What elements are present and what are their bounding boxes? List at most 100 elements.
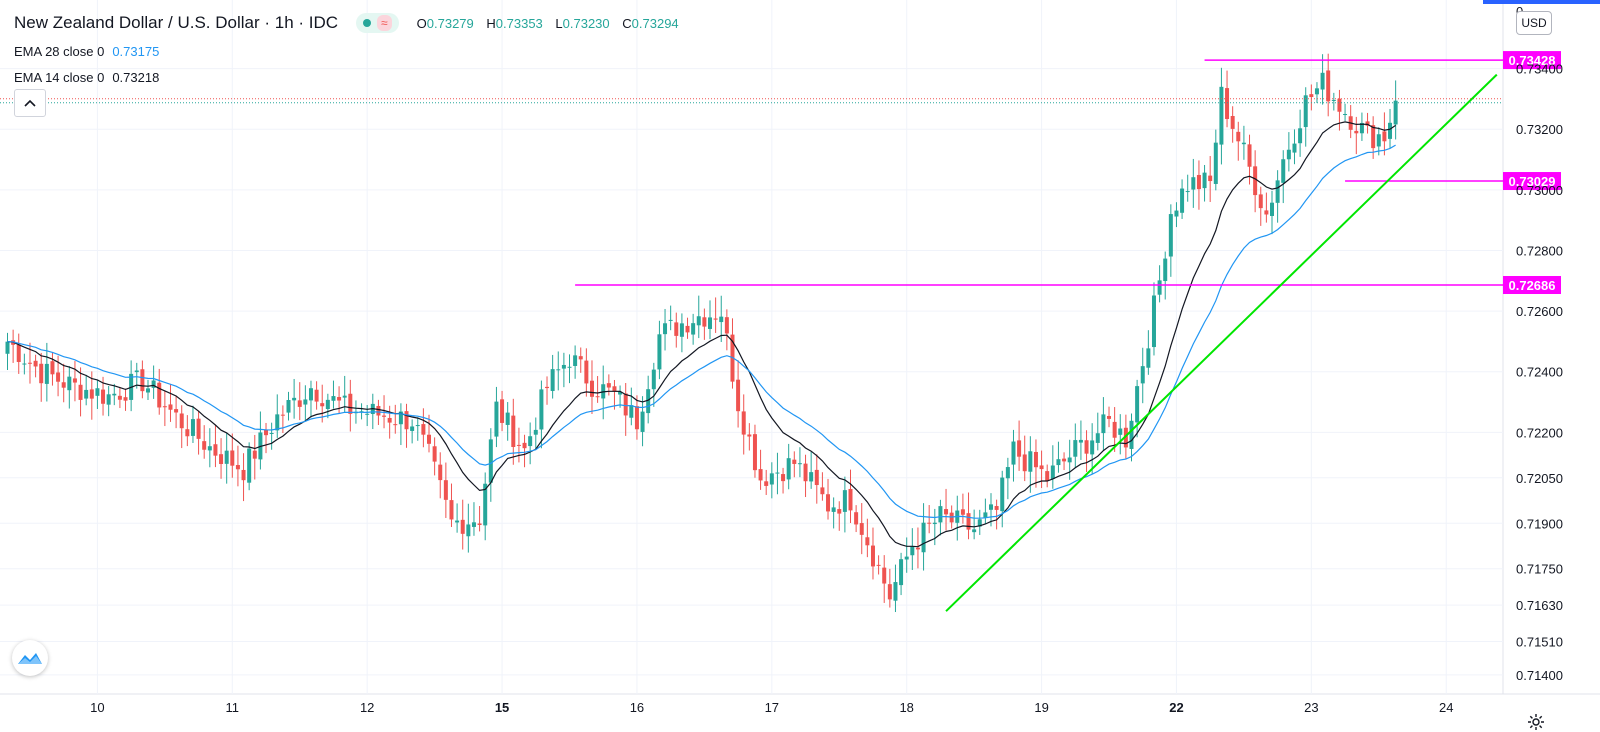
candle <box>730 318 735 389</box>
candle <box>202 425 207 459</box>
candle-body <box>1376 134 1381 147</box>
candle-body <box>848 488 853 511</box>
candle-body <box>151 380 156 388</box>
candle-body <box>972 529 977 533</box>
candle <box>713 297 718 333</box>
symbol-title[interactable]: New Zealand Dollar / U.S. Dollar · 1h · … <box>14 13 339 32</box>
candle-body <box>213 444 218 456</box>
high-value: 0.73353 <box>495 15 543 31</box>
candle <box>1292 129 1297 165</box>
candle-body <box>758 469 763 481</box>
candle <box>870 527 875 580</box>
candle-body <box>781 474 786 482</box>
candle <box>1343 103 1348 122</box>
candle <box>106 385 111 417</box>
candle <box>1236 121 1241 161</box>
candle <box>95 380 100 409</box>
symbol-row: New Zealand Dollar / U.S. Dollar · 1h · … <box>14 8 688 38</box>
candle-body <box>421 424 426 435</box>
candle-body <box>382 415 387 417</box>
candle <box>174 395 179 429</box>
candle <box>792 451 797 478</box>
candle <box>1320 54 1325 105</box>
candle-body <box>618 391 623 395</box>
candle <box>359 403 364 420</box>
candle <box>252 434 257 480</box>
candle <box>1045 464 1050 488</box>
candle-body <box>882 567 887 584</box>
candle-body <box>140 369 145 392</box>
y-tick-label: 0.71510 <box>1516 634 1563 649</box>
candle-body <box>1168 214 1173 257</box>
candle <box>545 376 550 405</box>
candle-body <box>1135 386 1140 423</box>
candle-body <box>1320 72 1325 90</box>
candle <box>550 354 555 399</box>
y-tick-label: 0.72050 <box>1516 471 1563 486</box>
drawings[interactable]: 0.73428 0.73029 0.72686 <box>0 51 1561 612</box>
candle-body <box>859 523 864 535</box>
candle-body <box>657 334 662 370</box>
candle-body <box>1157 280 1162 295</box>
candle-body <box>1281 159 1286 183</box>
candle <box>235 445 240 487</box>
candle-body <box>1185 191 1190 193</box>
candle <box>72 360 77 402</box>
candle <box>1050 445 1055 489</box>
candle <box>162 390 167 427</box>
y-tick-label: 0.71750 <box>1516 562 1563 577</box>
candle-body <box>78 384 83 400</box>
time-axis[interactable]: 10 11 12 15 16 17 18 19 22 23 24 <box>90 700 1453 715</box>
market-status-pill[interactable]: ≈ <box>356 13 399 33</box>
candle <box>1354 116 1359 155</box>
candle <box>398 403 403 446</box>
candle <box>61 363 66 403</box>
candle <box>134 362 139 389</box>
candle <box>179 405 184 449</box>
indicator-row-ema14[interactable]: EMA 14 close 0 0.73218 <box>14 64 688 90</box>
collapse-legend-button[interactable] <box>14 89 46 117</box>
candle-body <box>72 378 77 383</box>
candle-body <box>865 537 870 546</box>
tradingview-logo-button[interactable] <box>12 640 48 676</box>
candle <box>528 422 533 465</box>
candle-body <box>1236 131 1241 142</box>
currency-badge[interactable]: USD <box>1516 11 1552 35</box>
candle-body <box>668 319 673 321</box>
trendline <box>945 73 1498 612</box>
candle <box>1118 414 1123 455</box>
candle-body <box>696 316 701 326</box>
candle-body <box>1045 471 1050 481</box>
candle <box>1062 452 1067 471</box>
candle <box>921 503 926 571</box>
high-label: H <box>486 15 496 31</box>
candle <box>1303 87 1308 147</box>
candle-body <box>797 463 802 465</box>
candle-body <box>95 388 100 396</box>
candle <box>477 505 482 532</box>
candle-body <box>286 400 291 413</box>
candle-body <box>1056 459 1061 466</box>
candle-body <box>314 389 319 402</box>
chart-settings-button[interactable] <box>1526 712 1546 732</box>
candle-body <box>1292 143 1297 153</box>
candle <box>1073 423 1078 469</box>
candle-body <box>5 341 10 354</box>
candle <box>1168 204 1173 277</box>
candle <box>1163 251 1168 300</box>
candle-body <box>1359 122 1364 134</box>
candle <box>1326 53 1331 117</box>
price-axis[interactable]: 0.73400 0.73200 0.73000 0.72800 0.72600 0.724… <box>1516 4 1563 683</box>
candle <box>415 417 420 441</box>
candle <box>5 332 10 371</box>
data-wave-icon: ≈ <box>377 15 392 31</box>
candle <box>494 386 499 448</box>
candle <box>1348 105 1353 139</box>
x-tick-label: 10 <box>90 700 104 715</box>
candle <box>674 312 679 348</box>
candle <box>1011 429 1016 482</box>
indicator-row-ema28[interactable]: EMA 28 close 0 0.73175 <box>14 38 688 64</box>
candle <box>1180 179 1185 219</box>
candle-body <box>292 397 297 401</box>
